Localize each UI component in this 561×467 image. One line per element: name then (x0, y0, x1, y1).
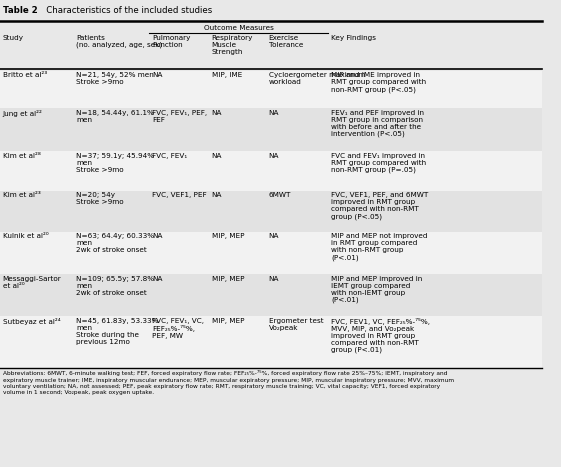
Text: Sutbeyaz et al²⁴: Sutbeyaz et al²⁴ (3, 318, 61, 325)
Text: N=18, 54.44y, 61.1%
men: N=18, 54.44y, 61.1% men (76, 110, 154, 123)
Text: N=20; 54y
Stroke >9mo: N=20; 54y Stroke >9mo (76, 192, 123, 205)
Text: NA: NA (269, 153, 279, 159)
Bar (0, 108, 542, 151)
Text: N=21, 54y, 52% men
Stroke >9mo: N=21, 54y, 52% men Stroke >9mo (76, 72, 154, 85)
Text: Study: Study (3, 35, 24, 41)
Bar (0, 316, 542, 368)
Bar (0, 71, 542, 108)
Text: NA: NA (152, 234, 162, 240)
Text: FVC, VEF1, PEF: FVC, VEF1, PEF (152, 192, 206, 198)
Text: Kim et al²⁸: Kim et al²⁸ (3, 153, 40, 159)
Bar (0, 232, 542, 274)
Bar (0, 151, 542, 191)
Text: Pulmonary
Function: Pulmonary Function (152, 35, 190, 48)
Text: Exercise
Tolerance: Exercise Tolerance (269, 35, 303, 48)
Text: Table 2: Table 2 (3, 6, 38, 14)
Text: NA: NA (211, 153, 222, 159)
Text: Messaggi-Sartor
et al²⁰: Messaggi-Sartor et al²⁰ (3, 276, 62, 289)
Text: Jung et al²²: Jung et al²² (3, 110, 43, 117)
Text: MIP, MEP: MIP, MEP (211, 234, 244, 240)
Text: NA: NA (211, 192, 222, 198)
Text: Outcome Measures: Outcome Measures (204, 25, 274, 31)
Text: MIP and MEP improved in
IEMT group compared
with non-IEMT group
(P<.01): MIP and MEP improved in IEMT group compa… (331, 276, 422, 303)
Text: FVC, FEV1, VC, FEF₂₅%-⁷⁵%,
MVV, MIP, and Vo₂peak
improved in RMT group
compared : FVC, FEV1, VC, FEF₂₅%-⁷⁵%, MVV, MIP, and… (331, 318, 430, 353)
Text: NA: NA (269, 234, 279, 240)
Text: NA: NA (269, 276, 279, 282)
Text: Patients
(no. analyzed, age, sex): Patients (no. analyzed, age, sex) (76, 35, 162, 48)
Text: Abbreviations: 6MWT, 6-minute walking test; FEF, forced expiratory flow rate; FE: Abbreviations: 6MWT, 6-minute walking te… (3, 370, 454, 395)
Text: FVC, FEV₁, VC,
FEF₂₅%-⁷⁵%,
PEF, MW: FVC, FEV₁, VC, FEF₂₅%-⁷⁵%, PEF, MW (152, 318, 204, 339)
Text: FVC, FEV₁: FVC, FEV₁ (152, 153, 187, 159)
Text: Characteristics of the included studies: Characteristics of the included studies (38, 6, 212, 14)
Text: NA: NA (211, 110, 222, 116)
Text: FVC and FEV₁ improved in
RMT group compared with
non-RMT group (P=.05): FVC and FEV₁ improved in RMT group compa… (331, 153, 426, 173)
Text: MIP, MEP: MIP, MEP (211, 276, 244, 282)
Text: Ergometer test
Vo₂peak: Ergometer test Vo₂peak (269, 318, 323, 331)
Text: N=45, 61.83y, 53.33%
men
Stroke during the
previous 12mo: N=45, 61.83y, 53.33% men Stroke during t… (76, 318, 158, 345)
Text: FVC, VEF1, PEF, and 6MWT
improved in RMT group
compared with non-RMT
group (P<.0: FVC, VEF1, PEF, and 6MWT improved in RMT… (331, 192, 428, 220)
Text: Kulnik et al²⁰: Kulnik et al²⁰ (3, 234, 48, 240)
Text: Cycloergometer maximum
workload: Cycloergometer maximum workload (269, 72, 365, 85)
Text: MIP, IME: MIP, IME (211, 72, 242, 78)
Text: Respiratory
Muscle
Strength: Respiratory Muscle Strength (211, 35, 253, 55)
Bar (0, 274, 542, 316)
Text: MIP and MEP not improved
in RMT group compared
with non-RMT group
(P<.01): MIP and MEP not improved in RMT group co… (331, 234, 427, 261)
Text: MIP and IME improved in
RMT group compared with
non-RMT group (P<.05): MIP and IME improved in RMT group compar… (331, 72, 426, 93)
Text: 6MWT: 6MWT (269, 192, 291, 198)
Text: N=63; 64.4y; 60.33%
men
2wk of stroke onset: N=63; 64.4y; 60.33% men 2wk of stroke on… (76, 234, 154, 254)
Text: FVC, FEV₁, PEF,
FEF: FVC, FEV₁, PEF, FEF (152, 110, 207, 123)
Text: N=109; 65.5y; 57.8%
men
2wk of stroke onset: N=109; 65.5y; 57.8% men 2wk of stroke on… (76, 276, 154, 296)
Text: NA: NA (152, 72, 162, 78)
Text: NA: NA (269, 110, 279, 116)
Text: Britto et al²³: Britto et al²³ (3, 72, 47, 78)
Bar (0, 191, 542, 232)
Text: NA: NA (152, 276, 162, 282)
Text: N=37; 59.1y; 45.94%
men
Stroke >9mo: N=37; 59.1y; 45.94% men Stroke >9mo (76, 153, 154, 173)
Text: FEV₁ and PEF improved in
RMT group in comparison
with before and after the
inter: FEV₁ and PEF improved in RMT group in co… (331, 110, 424, 137)
Text: MIP, MEP: MIP, MEP (211, 318, 244, 324)
Text: Key Findings: Key Findings (331, 35, 376, 41)
Text: Kim et al²³: Kim et al²³ (3, 192, 40, 198)
